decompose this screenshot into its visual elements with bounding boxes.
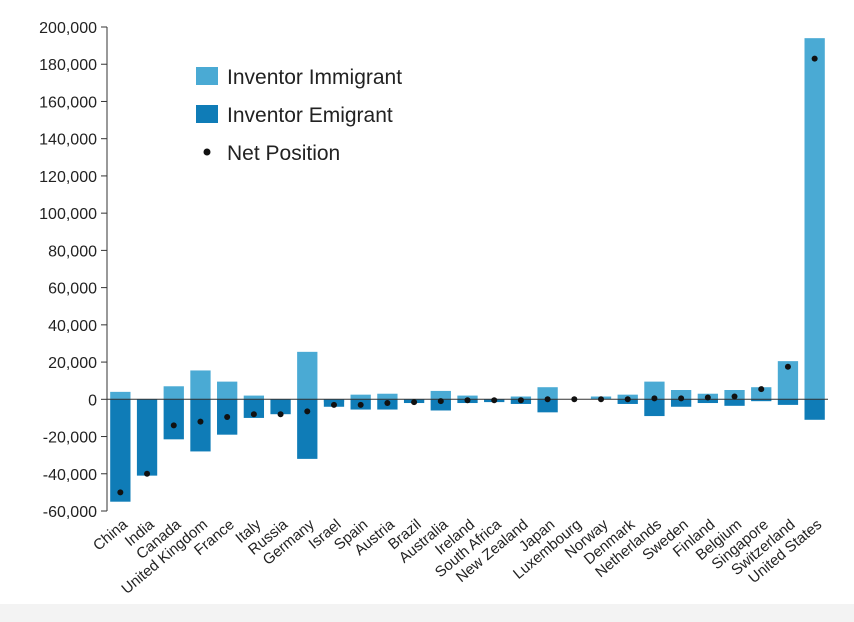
immigrant-bar-canada	[163, 386, 184, 400]
emigrant-bar-united-states	[804, 399, 825, 420]
y-axis: -60,000 -40,000 -20,000 0 20,000 40,000 60,000…	[39, 20, 108, 521]
emigrant-bar-sweden	[670, 399, 692, 407]
legend-label-net: Net Position	[227, 142, 340, 165]
y-tick-label: 140,000	[39, 132, 97, 149]
net-dot-united-kingdom	[197, 418, 204, 425]
legend-marker-net	[203, 148, 211, 156]
emigrant-bar-italy	[243, 399, 265, 418]
net-dot-luxembourg	[571, 396, 578, 403]
immigrant-bar-italy	[243, 395, 265, 400]
emigrant-bar-china	[110, 399, 131, 502]
legend-swatch-immigrant	[196, 67, 218, 85]
emigrant-bar-japan	[537, 399, 558, 413]
emigrant-bar-germany	[297, 399, 318, 459]
net-dot-italy	[250, 411, 257, 418]
legend-label-immigrant: Inventor Immigrant	[227, 66, 402, 89]
net-dot-australia	[437, 398, 444, 405]
net-dot-china	[117, 489, 124, 496]
emigrant-bar-belgium	[724, 399, 745, 406]
net-dot-japan	[544, 396, 551, 403]
net-dot-belgium	[731, 393, 738, 400]
immigrant-bar-united-kingdom	[190, 370, 211, 400]
y-tick-label: -40,000	[43, 467, 97, 484]
net-dot-austria	[384, 400, 391, 407]
immigrant-bar-japan	[537, 387, 558, 400]
y-tick-label: 20,000	[48, 355, 97, 372]
immigrant-bar-germany	[297, 351, 318, 400]
immigrant-bar-france	[217, 381, 238, 400]
net-dot-india	[144, 470, 151, 477]
immigrant-bar-sweden	[670, 390, 692, 400]
emigrant-bar-russia	[270, 399, 291, 415]
net-dot-israel	[330, 401, 337, 408]
net-dot-sweden	[678, 395, 685, 402]
net-dot-canada	[170, 422, 177, 429]
legend: Inventor Immigrant Inventor Emigrant Net…	[196, 66, 402, 165]
immigrant-bar-singapore	[751, 387, 772, 400]
emigrant-bar-netherlands	[644, 399, 665, 417]
inventor-migration-chart: -60,000 -40,000 -20,000 0 20,000 40,000 60,000…	[39, 20, 828, 598]
immigrant-bar-china	[110, 391, 131, 400]
net-dot-denmark	[624, 396, 631, 403]
immigrant-bar-austria	[377, 393, 398, 400]
emigrant-bar-finland	[697, 399, 718, 404]
net-dot-ireland	[464, 397, 471, 404]
net-dot-switzerland	[784, 363, 791, 370]
legend-swatch-emigrant	[196, 105, 218, 123]
net-dot-france	[224, 413, 231, 420]
y-tick-label: 80,000	[48, 243, 97, 260]
net-dot-brazil	[411, 399, 418, 406]
immigrant-bar-united-states	[804, 38, 825, 400]
y-tick-label: 160,000	[39, 94, 97, 111]
y-tick-label: -20,000	[43, 430, 97, 447]
immigrant-bar-spain	[350, 394, 371, 400]
immigrant-bar-switzerland	[777, 361, 799, 400]
emigrant-bar-united-kingdom	[190, 399, 211, 452]
chart-area: -60,000 -40,000 -20,000 0 20,000 40,000 60,000…	[39, 20, 828, 598]
emigrant-bar-australia	[430, 399, 451, 411]
net-position-dots	[117, 55, 818, 496]
immigrant-bar-australia	[430, 390, 451, 400]
bottom-strip	[0, 604, 854, 622]
net-dot-spain	[357, 401, 364, 408]
net-dot-netherlands	[651, 395, 658, 402]
y-tick-label: 40,000	[48, 318, 97, 335]
net-dot-singapore	[758, 386, 765, 393]
net-dot-russia	[277, 411, 284, 418]
y-tick-label: 180,000	[39, 57, 97, 74]
net-dot-united-states	[811, 55, 818, 62]
y-tick-label: 120,000	[39, 169, 97, 186]
net-dot-germany	[304, 408, 311, 415]
emigrant-bar-india	[136, 399, 158, 476]
emigrant-bar-singapore	[751, 399, 772, 402]
legend-label-emigrant: Inventor Emigrant	[227, 104, 393, 127]
y-tick-label: 0	[88, 392, 97, 409]
net-dot-norway	[598, 396, 605, 403]
net-dot-new-zealand	[517, 397, 524, 404]
emigrant-bar-canada	[163, 399, 184, 440]
emigrant-bar-switzerland	[777, 399, 799, 405]
y-tick-label: 60,000	[48, 281, 97, 298]
net-dot-south-africa	[491, 397, 498, 404]
y-tick-label: 200,000	[39, 20, 97, 37]
y-tick-label: 100,000	[39, 206, 97, 223]
net-dot-finland	[704, 394, 711, 401]
immigrant-bar-netherlands	[644, 381, 665, 400]
y-tick-label: -60,000	[43, 504, 97, 521]
